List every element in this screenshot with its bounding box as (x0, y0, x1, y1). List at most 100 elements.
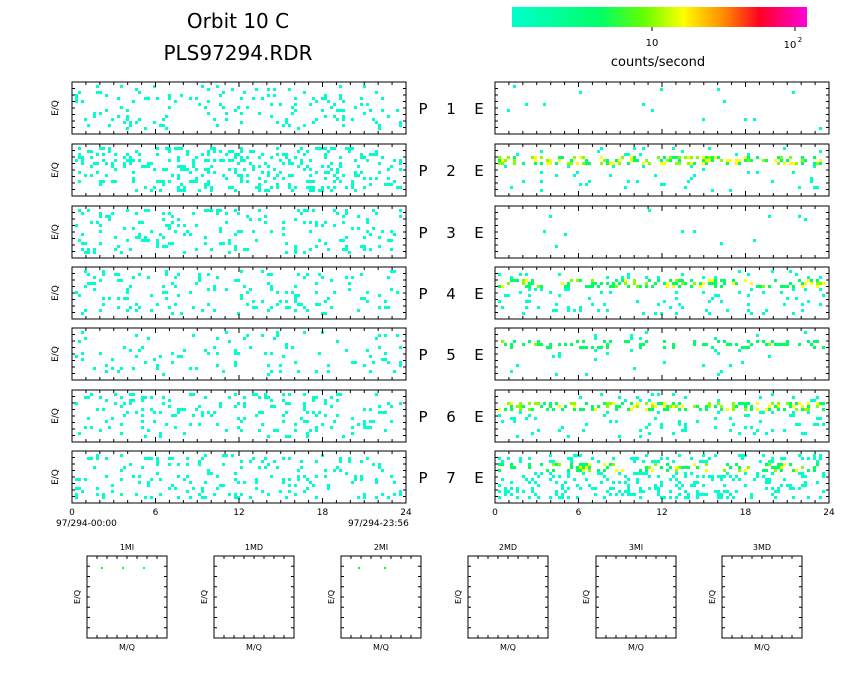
x-tick-label-left: 24 (400, 508, 412, 518)
data-cell (99, 183, 102, 186)
data-cell (606, 159, 609, 162)
data-cell (549, 460, 552, 463)
data-cell (696, 493, 699, 496)
data-cell (792, 496, 795, 499)
data-cell (579, 408, 582, 411)
data-cell (270, 399, 273, 402)
data-cell (123, 346, 126, 349)
data-cell (165, 147, 168, 150)
data-cell (81, 162, 84, 165)
data-cell (657, 402, 660, 405)
data-cell (246, 180, 249, 183)
data-cell (219, 402, 222, 405)
data-cell (531, 432, 534, 435)
data-cell (702, 168, 705, 171)
data-cell (816, 279, 819, 282)
data-cell (285, 402, 288, 405)
data-cell (660, 402, 663, 405)
data-cell (669, 490, 672, 493)
data-cell (225, 221, 228, 224)
data-cell (99, 91, 102, 94)
data-cell (75, 487, 78, 490)
data-cell (510, 402, 513, 405)
data-cell (153, 186, 156, 189)
data-cell (780, 285, 783, 288)
data-cell (525, 417, 528, 420)
y-axis-label: E/Q (51, 346, 61, 362)
data-cell (582, 429, 585, 432)
data-cell (330, 168, 333, 171)
data-cell (639, 343, 642, 346)
data-cell (768, 355, 771, 358)
data-cell (528, 282, 531, 285)
data-cell (234, 171, 237, 174)
data-cell (762, 312, 765, 315)
data-cell (198, 463, 201, 466)
data-cell (264, 393, 267, 396)
data-cell (804, 218, 807, 221)
data-cell (510, 276, 513, 279)
data-cell (777, 466, 780, 469)
data-cell (288, 457, 291, 460)
data-cell (702, 118, 705, 121)
data-cell (225, 429, 228, 432)
data-cell (810, 177, 813, 180)
data-cell (693, 282, 696, 285)
data-cell (336, 177, 339, 180)
data-cell (786, 484, 789, 487)
data-cell (696, 405, 699, 408)
data-cell (804, 432, 807, 435)
data-cell (525, 285, 528, 288)
data-cell (297, 370, 300, 373)
data-cell (756, 408, 759, 411)
data-cell (324, 177, 327, 180)
data-cell (132, 100, 135, 103)
data-cell (792, 288, 795, 291)
data-cell (762, 291, 765, 294)
panel-label-e: E (474, 469, 483, 487)
data-cell (177, 177, 180, 180)
data-cell (387, 276, 390, 279)
panel-label-e: E (474, 224, 483, 242)
data-cell (87, 124, 90, 127)
data-cell (573, 174, 576, 177)
data-cell (282, 153, 285, 156)
data-cell (168, 457, 171, 460)
data-cell (387, 402, 390, 405)
data-cell (567, 475, 570, 478)
data-cell (603, 463, 606, 466)
data-cell (705, 460, 708, 463)
data-cell (312, 121, 315, 124)
data-cell (819, 402, 822, 405)
data-cell (144, 127, 147, 130)
data-cell (234, 209, 237, 212)
data-cell (276, 291, 279, 294)
data-cell (627, 273, 630, 276)
data-cell (654, 487, 657, 490)
data-cell (144, 457, 147, 460)
data-cell (771, 180, 774, 183)
data-cell (789, 463, 792, 466)
data-cell (690, 279, 693, 282)
data-cell (675, 297, 678, 300)
data-cell (159, 411, 162, 414)
data-cell (297, 127, 300, 130)
data-cell (93, 466, 96, 469)
data-cell (801, 484, 804, 487)
data-cell (213, 150, 216, 153)
data-cell (684, 496, 687, 499)
data-cell (567, 496, 570, 499)
data-cell (207, 159, 210, 162)
data-cell (324, 156, 327, 159)
data-cell (564, 288, 567, 291)
data-cell (801, 466, 804, 469)
data-cell (276, 121, 279, 124)
data-cell (216, 124, 219, 127)
data-cell (351, 186, 354, 189)
data-cell (534, 288, 537, 291)
data-cell (390, 165, 393, 168)
data-cell (168, 399, 171, 402)
data-cell (768, 460, 771, 463)
data-cell (123, 162, 126, 165)
data-cell (126, 209, 129, 212)
